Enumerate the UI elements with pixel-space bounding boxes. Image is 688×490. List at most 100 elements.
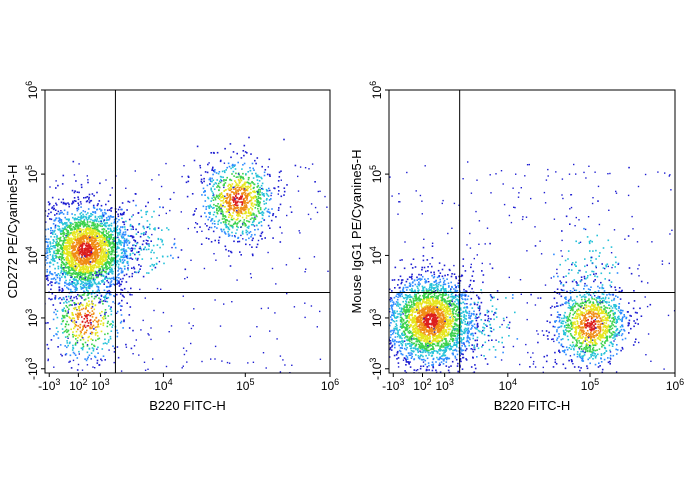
event-dot <box>283 190 286 193</box>
event-dot <box>215 215 217 218</box>
event-dot <box>212 192 214 195</box>
event-dot <box>84 282 86 284</box>
event-dot <box>238 211 240 213</box>
event-dot <box>77 274 79 277</box>
event-dot <box>450 275 453 278</box>
event-dot <box>454 332 457 335</box>
event-dot <box>272 237 274 239</box>
event-dot <box>255 174 258 177</box>
event-dot <box>104 251 107 253</box>
event-dot <box>265 367 267 369</box>
event-dot <box>73 282 76 284</box>
event-dot <box>90 333 93 335</box>
event-dot <box>78 232 80 234</box>
event-dot <box>66 312 68 315</box>
event-dot <box>157 237 160 240</box>
event-dot <box>118 268 120 270</box>
event-dot <box>108 305 110 307</box>
event-dot <box>83 259 86 262</box>
event-dot <box>416 285 418 288</box>
event-dot <box>92 231 94 234</box>
event-dot <box>135 339 137 341</box>
event-dot <box>87 309 89 312</box>
event-dot <box>228 228 231 231</box>
event-dot <box>88 198 90 200</box>
event-dot <box>224 233 227 235</box>
event-dot <box>159 246 161 249</box>
event-dot <box>39 282 41 284</box>
event-dot <box>142 232 145 235</box>
event-dot <box>95 276 98 278</box>
event-dot <box>99 208 101 210</box>
event-dot <box>261 231 264 233</box>
event-dot <box>77 282 80 285</box>
event-dot <box>206 184 209 187</box>
event-dot <box>89 279 92 282</box>
event-dot <box>81 241 84 244</box>
event-dot <box>63 302 65 304</box>
event-dot <box>433 318 436 320</box>
event-dot <box>228 200 231 202</box>
event-dot <box>122 295 124 297</box>
event-dot <box>79 213 81 215</box>
event-dot <box>238 240 241 243</box>
event-dot <box>80 279 82 282</box>
event-dot <box>234 207 236 209</box>
event-dot <box>422 365 425 367</box>
event-dot <box>121 294 124 297</box>
event-dot <box>237 240 239 243</box>
event-dot <box>210 218 213 221</box>
event-dot <box>94 212 97 214</box>
event-dot <box>52 304 55 306</box>
event-dot <box>64 239 67 241</box>
event-dot <box>75 295 77 298</box>
event-dot <box>98 364 100 366</box>
event-dot <box>129 253 132 255</box>
event-dot <box>72 231 75 234</box>
event-dot <box>107 286 109 288</box>
event-dot <box>247 193 249 196</box>
event-dot <box>81 336 83 339</box>
event-dot <box>257 190 259 192</box>
event-dot <box>232 212 234 214</box>
event-dot <box>72 256 75 258</box>
event-dot <box>54 297 57 299</box>
event-dot <box>59 212 61 214</box>
event-dot <box>464 323 466 325</box>
event-dot <box>406 306 408 309</box>
event-dot <box>170 325 173 327</box>
event-dot <box>148 237 151 239</box>
event-dot <box>97 325 100 328</box>
event-dot <box>85 331 87 334</box>
event-dot <box>467 321 469 323</box>
event-dot <box>53 246 55 249</box>
event-dot <box>51 207 53 209</box>
event-dot <box>76 229 78 232</box>
event-dot <box>68 238 70 241</box>
event-dot <box>118 281 120 284</box>
event-dot <box>247 215 250 217</box>
event-dot <box>108 271 111 273</box>
event-dot <box>121 280 123 283</box>
event-dot <box>240 185 243 188</box>
event-dot <box>50 235 52 238</box>
event-dot <box>77 236 79 239</box>
event-dot <box>239 177 242 179</box>
event-dot <box>214 358 216 360</box>
event-dot <box>83 324 86 327</box>
event-dot <box>75 245 78 248</box>
event-dot <box>131 272 134 275</box>
event-dot <box>54 219 57 221</box>
event-dot <box>131 294 133 296</box>
event-dot <box>64 248 67 251</box>
event-dot <box>111 241 114 243</box>
event-dot <box>89 221 91 223</box>
event-dot <box>71 189 74 192</box>
event-dot <box>89 233 91 236</box>
event-dot <box>55 217 58 219</box>
event-dot <box>56 276 59 279</box>
event-dot <box>219 208 222 210</box>
event-dot <box>117 270 119 272</box>
event-dot <box>233 193 235 195</box>
event-dot <box>118 243 121 245</box>
